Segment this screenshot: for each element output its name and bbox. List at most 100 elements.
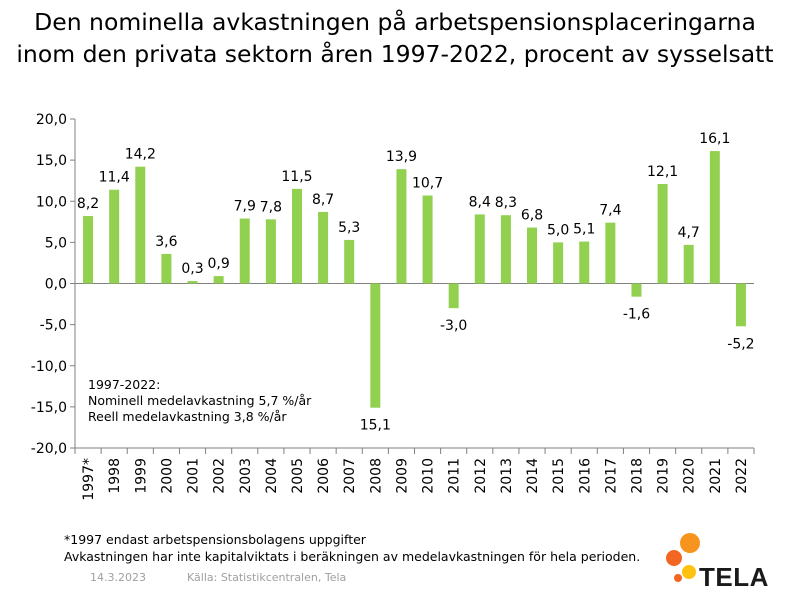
data-label: 0,9 <box>208 256 230 272</box>
data-label: -1,6 <box>623 307 650 323</box>
x-tick-label: 2015 <box>551 458 567 494</box>
y-tick-label: 0,0 <box>45 277 67 293</box>
bar <box>187 281 198 284</box>
data-label: 8,4 <box>469 194 491 210</box>
x-tick-label: 2017 <box>603 458 619 494</box>
data-label: 4,7 <box>678 225 700 241</box>
data-label: 7,4 <box>599 203 621 219</box>
data-label: -5,2 <box>727 336 754 352</box>
x-tick-label: 2021 <box>708 458 724 494</box>
x-tick-label: 2005 <box>290 458 306 494</box>
bar <box>448 283 459 309</box>
data-label: 5,0 <box>547 222 569 238</box>
x-tick-label: 2009 <box>394 458 410 494</box>
data-label: 15,1 <box>360 418 391 434</box>
data-label: 8,2 <box>77 196 99 212</box>
bar <box>213 276 224 284</box>
y-tick-label: 20,0 <box>36 112 67 128</box>
bar <box>657 183 668 284</box>
x-tick-label: 1998 <box>107 458 123 494</box>
x-tick-label: 2008 <box>368 458 384 494</box>
x-tick-label: 2022 <box>734 458 750 494</box>
footnotes: *1997 endast arbetspensionsbolagens uppg… <box>64 531 640 565</box>
x-tick-label: 2018 <box>629 458 645 494</box>
bar <box>579 241 590 284</box>
bar <box>239 218 250 284</box>
bar <box>709 151 720 284</box>
nominal-average-return: Nominell medelavkastning 5,7 %/år <box>88 393 312 408</box>
data-label: 5,1 <box>573 222 595 238</box>
logo-text: TELA <box>699 562 769 592</box>
x-tick-label: 2002 <box>212 458 228 494</box>
y-tick-label: 5,0 <box>45 235 67 251</box>
footnote-1997: *1997 endast arbetspensionsbolagens uppg… <box>64 532 366 547</box>
data-label: 16,1 <box>699 131 730 147</box>
bar <box>265 219 276 284</box>
bar <box>344 239 355 284</box>
x-tick-label: 2004 <box>264 458 280 494</box>
average-return-period: 1997-2022: <box>88 377 161 392</box>
y-tick-label: -20,0 <box>31 441 67 457</box>
x-tick-label: 2001 <box>186 458 202 494</box>
x-tick-label: 2019 <box>656 458 672 494</box>
data-label: 7,8 <box>260 199 282 215</box>
x-tick-label: 1999 <box>133 458 149 494</box>
chart-title-line1: Den nominella avkastningen på arbetspens… <box>34 8 756 36</box>
bar <box>161 253 172 284</box>
y-tick-label: 10,0 <box>36 194 67 210</box>
bar <box>83 216 94 284</box>
data-label: 11,4 <box>99 170 130 186</box>
data-label: 12,1 <box>647 164 678 180</box>
bar <box>553 242 564 284</box>
x-tick-label: 2000 <box>159 458 175 494</box>
y-tick-label: -15,0 <box>31 400 67 416</box>
x-tick-label: 2012 <box>473 458 489 494</box>
data-label: 11,5 <box>281 169 312 185</box>
y-tick-label: 15,0 <box>36 153 67 169</box>
bar <box>631 283 642 297</box>
bar <box>683 244 694 284</box>
x-tick-label: 2016 <box>577 458 593 494</box>
y-tick-label: -5,0 <box>40 318 67 334</box>
x-tick-label: 2010 <box>421 458 437 494</box>
data-label: 3,6 <box>155 234 177 250</box>
bar <box>422 195 433 284</box>
bar <box>135 166 146 284</box>
bar <box>318 211 329 284</box>
bar <box>527 227 538 284</box>
bar <box>396 169 407 284</box>
data-label: 8,3 <box>495 195 517 211</box>
publish-date: 14.3.2023 <box>90 571 146 584</box>
data-label: 0,3 <box>181 261 203 277</box>
x-tick-label: 2006 <box>316 458 332 494</box>
data-label: -3,0 <box>440 318 467 334</box>
bar <box>474 214 485 284</box>
chart-title-line2: inom den privata sektorn åren 1997-2022,… <box>16 40 774 68</box>
average-return-note: 1997-2022: Nominell medelavkastning 5,7 … <box>88 377 311 425</box>
footnote-weighting: Avkastningen har inte kapitalviktats i b… <box>64 549 641 564</box>
source-note: Källa: Statistikcentralen, Tela <box>187 571 347 584</box>
bar <box>291 188 302 284</box>
x-tick-label: 2003 <box>238 458 254 494</box>
bar <box>370 283 381 408</box>
x-tick-label: 2014 <box>525 458 541 494</box>
x-tick-label: 2013 <box>499 458 515 494</box>
data-label: 10,7 <box>412 175 443 191</box>
data-label: 8,7 <box>312 192 334 208</box>
data-label: 6,8 <box>521 208 543 224</box>
y-tick-label: -10,0 <box>31 359 67 375</box>
x-tick-label: 2011 <box>447 458 463 494</box>
bar <box>500 215 511 284</box>
data-label: 7,9 <box>234 199 256 215</box>
bar <box>735 283 746 327</box>
real-average-return: Reell medelavkastning 3,8 %/år <box>88 409 287 424</box>
bar <box>109 189 120 284</box>
data-label: 13,9 <box>386 149 417 165</box>
bar <box>605 222 616 284</box>
chart-title: Den nominella avkastningen på arbetspens… <box>0 6 790 70</box>
x-tick-label: 1997* <box>81 458 97 501</box>
x-tick-label: 2020 <box>682 458 698 494</box>
x-tick-label: 2007 <box>342 458 358 494</box>
data-label: 14,2 <box>125 147 156 163</box>
